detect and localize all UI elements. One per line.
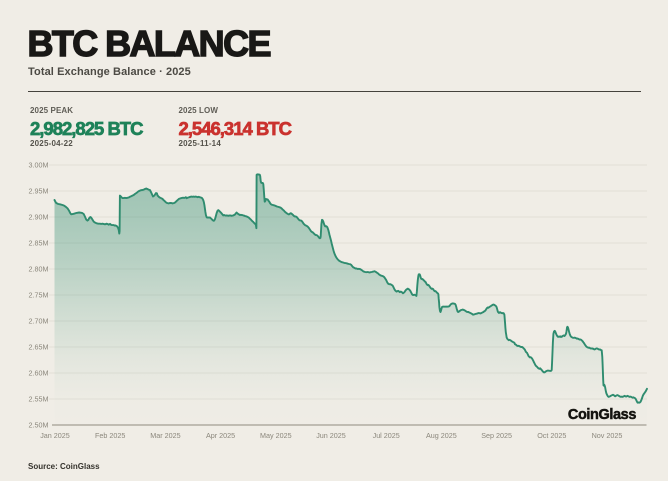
svg-text:May 2025: May 2025 — [260, 431, 292, 440]
svg-text:2.50M: 2.50M — [29, 421, 49, 430]
svg-text:Oct 2025: Oct 2025 — [537, 431, 566, 440]
svg-text:2.75M: 2.75M — [29, 291, 49, 300]
svg-text:Sep 2025: Sep 2025 — [481, 431, 512, 440]
svg-text:2.80M: 2.80M — [29, 265, 49, 274]
svg-text:Aug 2025: Aug 2025 — [426, 431, 457, 440]
svg-text:Nov 2025: Nov 2025 — [592, 431, 623, 440]
svg-text:Jun 2025: Jun 2025 — [316, 431, 346, 440]
svg-text:2.65M: 2.65M — [29, 343, 49, 352]
svg-text:Jul 2025: Jul 2025 — [373, 431, 400, 440]
svg-text:2.70M: 2.70M — [29, 317, 49, 326]
svg-text:Feb 2025: Feb 2025 — [95, 431, 125, 440]
svg-text:3.00M: 3.00M — [29, 161, 49, 170]
svg-text:Jan 2025: Jan 2025 — [40, 431, 70, 440]
svg-text:2.90M: 2.90M — [29, 213, 49, 222]
svg-text:Mar 2025: Mar 2025 — [150, 431, 180, 440]
svg-text:Apr 2025: Apr 2025 — [206, 431, 235, 440]
svg-text:2.55M: 2.55M — [29, 395, 49, 404]
svg-text:2.95M: 2.95M — [29, 187, 49, 196]
svg-text:2.60M: 2.60M — [29, 369, 49, 378]
svg-text:2.85M: 2.85M — [29, 239, 49, 248]
